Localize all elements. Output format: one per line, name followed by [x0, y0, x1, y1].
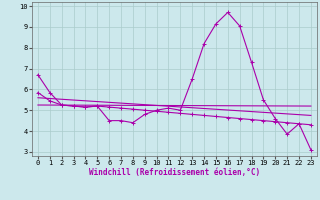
X-axis label: Windchill (Refroidissement éolien,°C): Windchill (Refroidissement éolien,°C)	[89, 168, 260, 177]
